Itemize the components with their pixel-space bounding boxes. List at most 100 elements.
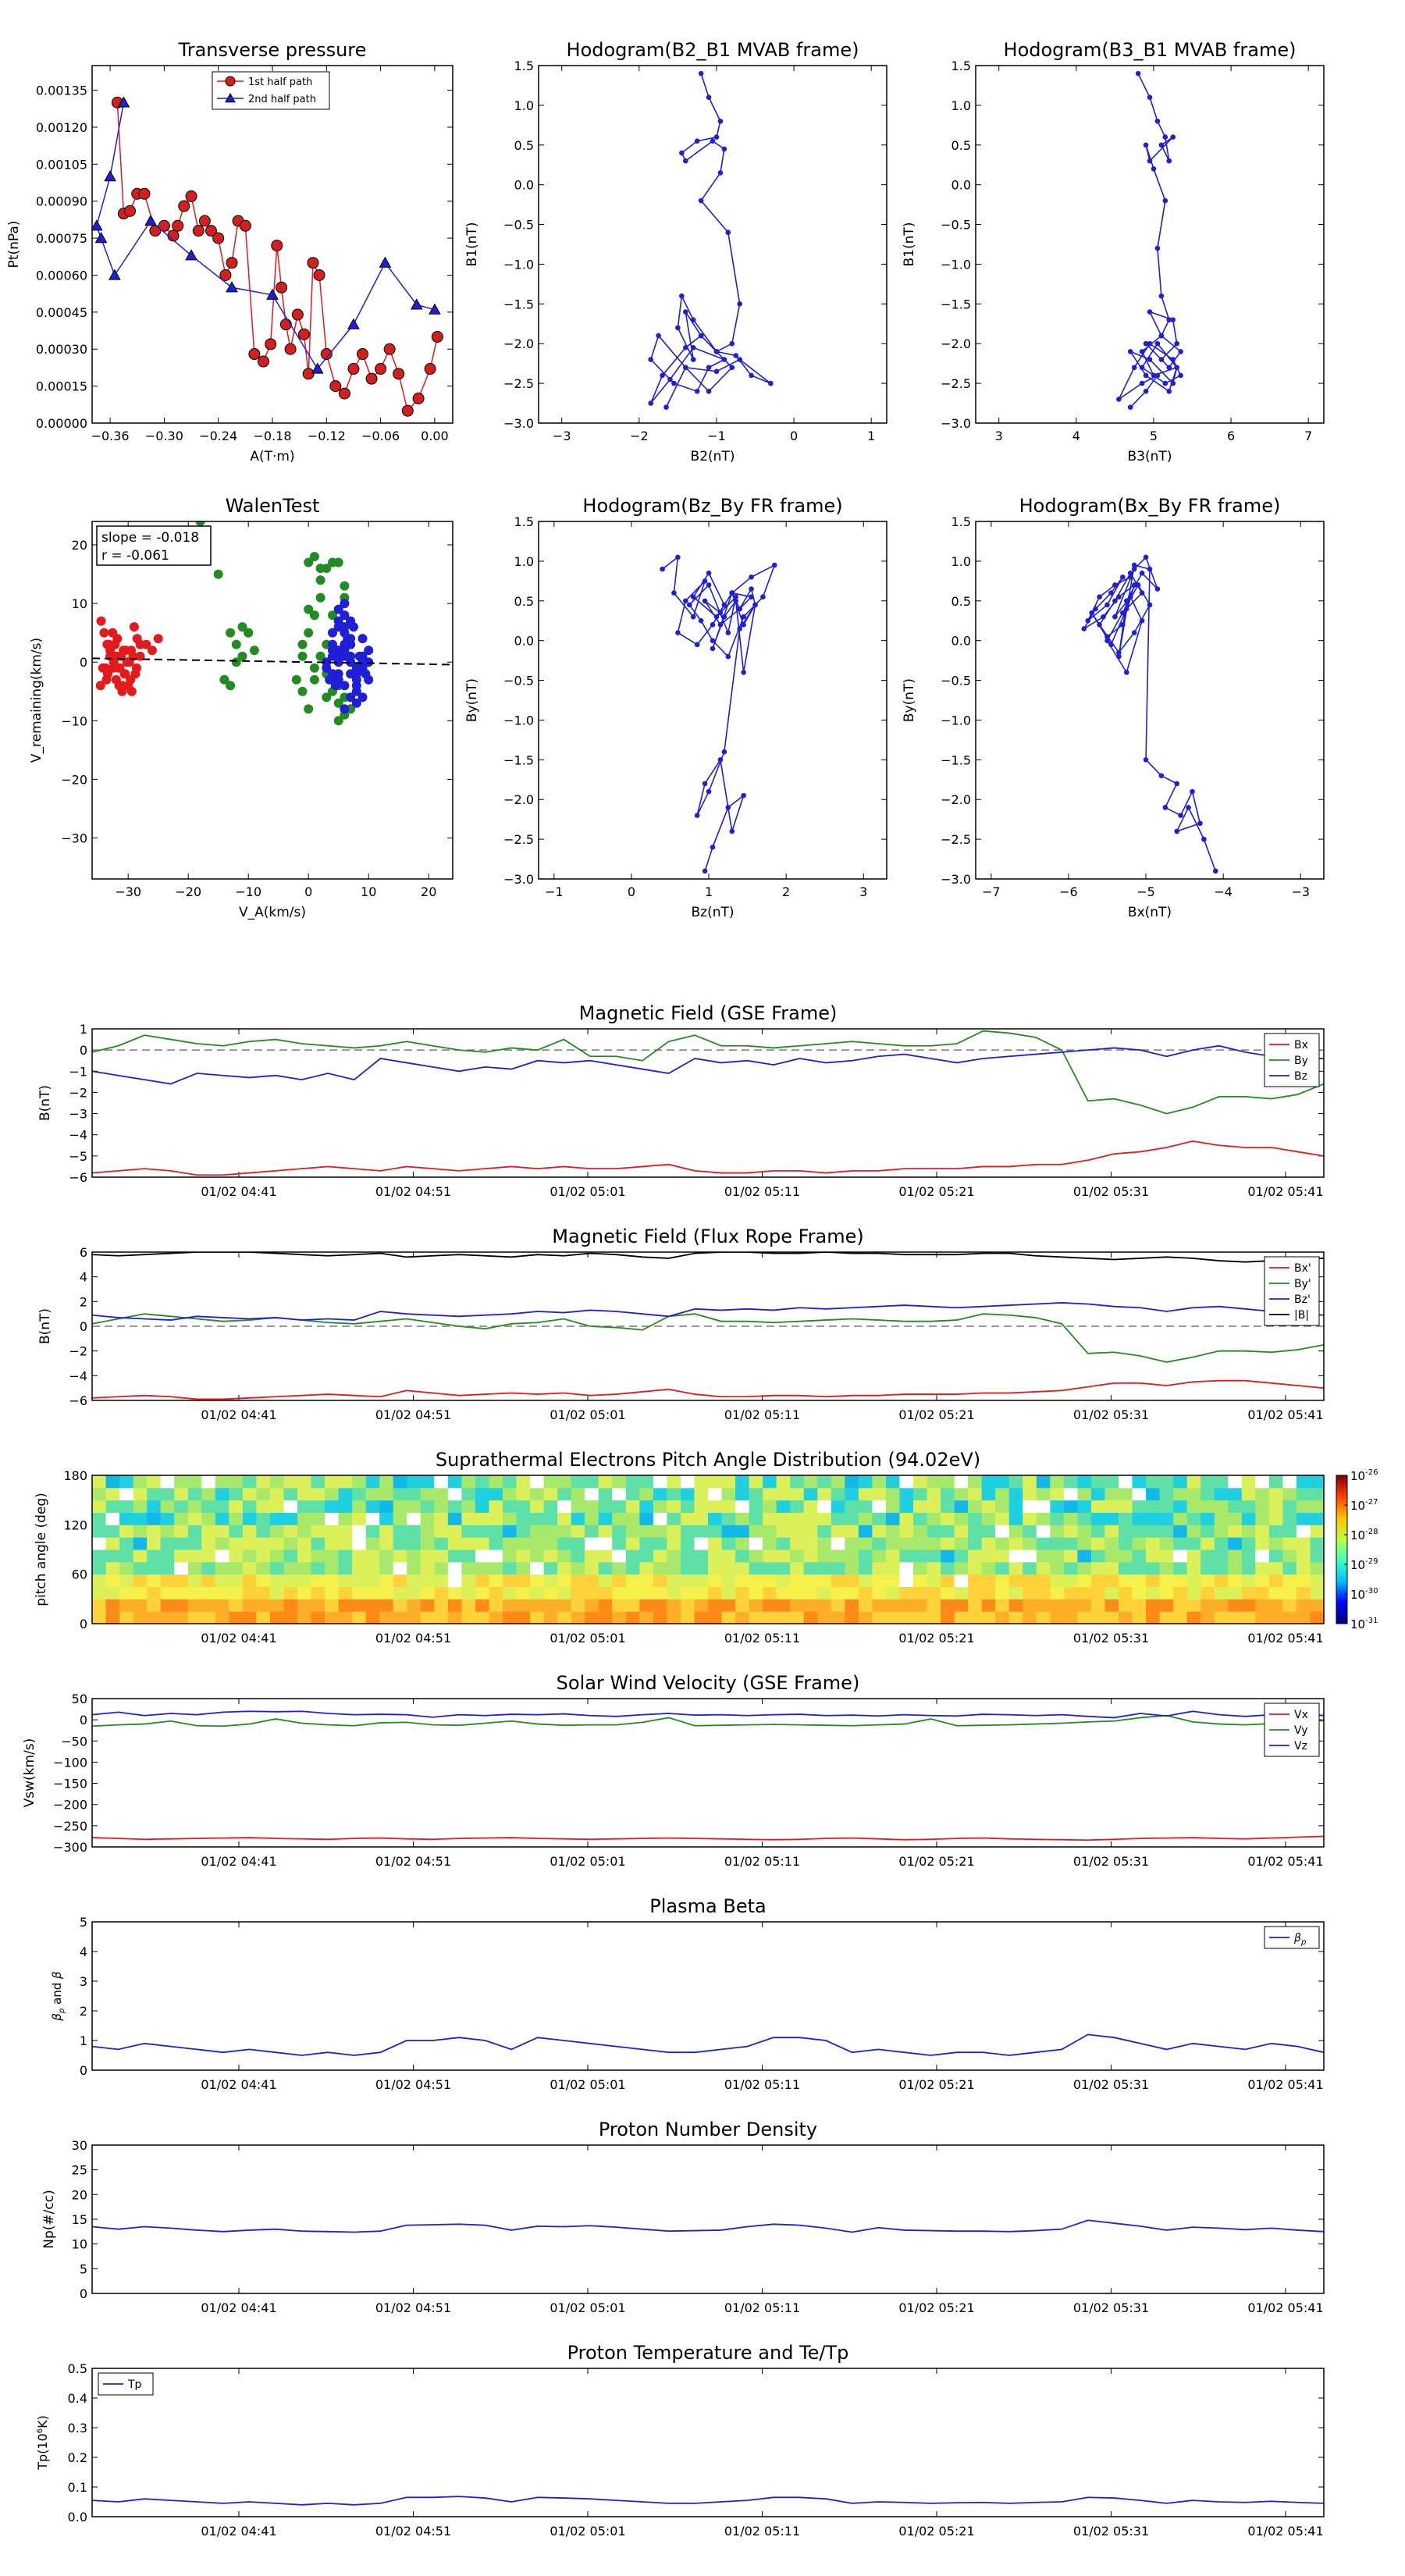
heatmap-cell: [845, 1574, 859, 1587]
heatmap-cell: [1036, 1611, 1051, 1624]
heatmap-cell: [1159, 1475, 1174, 1489]
heatmap-cell: [256, 1487, 271, 1501]
heatmap-cell: [256, 1611, 271, 1624]
heatmap-cell: [941, 1561, 955, 1575]
x-tick-label: −0.06: [361, 429, 400, 443]
data-point: [729, 340, 735, 347]
heatmap-cell: [352, 1487, 367, 1501]
heatmap-cell: [1255, 1537, 1270, 1550]
heatmap-cell: [1050, 1512, 1065, 1525]
heatmap-cell: [174, 1550, 189, 1563]
heatmap-cell: [694, 1475, 709, 1489]
heatmap-cell: [1119, 1611, 1133, 1624]
heatmap-cell: [708, 1574, 723, 1587]
x-tick-label: 01/02 05:41: [1247, 2077, 1323, 2092]
heatmap-cell: [790, 1475, 805, 1489]
heatmap-cell: [1090, 1537, 1105, 1550]
chart-temperature: Proton Temperature and Te/Tp0.00.10.20.3…: [35, 2342, 1325, 2539]
heatmap-cell: [858, 1550, 873, 1563]
data-point: [1147, 566, 1153, 572]
heatmap-cell: [1146, 1500, 1161, 1513]
data-point: [1139, 570, 1145, 576]
heatmap-cell: [269, 1512, 284, 1525]
heatmap-cell: [845, 1487, 859, 1501]
heatmap-cell: [817, 1550, 832, 1563]
heatmap-cell: [708, 1475, 723, 1489]
heatmap-cell: [133, 1537, 148, 1550]
data-point: [1174, 828, 1179, 834]
y-axis-label: Pt(nPa): [6, 221, 22, 269]
heatmap-cell: [845, 1500, 859, 1513]
heatmap-cell: [1310, 1599, 1324, 1612]
heatmap-cell: [885, 1525, 900, 1538]
data-point: [297, 639, 308, 649]
plot-area: [648, 70, 774, 410]
heatmap-cell: [365, 1561, 380, 1575]
heatmap-cell: [803, 1537, 818, 1550]
heatmap-cell: [229, 1586, 244, 1599]
heatmap-cell: [1023, 1599, 1037, 1612]
heatmap-cell: [667, 1525, 681, 1538]
heatmap-cell: [160, 1537, 175, 1550]
heatmap-cell: [968, 1574, 983, 1587]
heatmap-cell: [352, 1475, 367, 1489]
data-point: [315, 651, 325, 661]
heatmap-cell: [1023, 1512, 1037, 1525]
heatmap-cell: [1296, 1512, 1311, 1525]
data-point: [1143, 554, 1149, 560]
heatmap-cell: [1159, 1574, 1174, 1587]
data-point: [1104, 602, 1110, 608]
heatmap-cell: [365, 1586, 380, 1599]
y-tick-label: −0.5: [503, 674, 534, 688]
data-point: [104, 170, 116, 182]
heatmap-cell: [1186, 1574, 1201, 1587]
heatmap-cell: [653, 1550, 667, 1563]
heatmap-cell: [420, 1561, 435, 1575]
y-tick-label: −1.0: [941, 257, 971, 272]
data-point: [741, 622, 746, 628]
data-point: [1147, 158, 1153, 164]
heatmap-cell: [817, 1512, 832, 1525]
heatmap-cell: [489, 1487, 503, 1501]
heatmap-cell: [1200, 1611, 1215, 1624]
heatmap-cell: [1310, 1525, 1324, 1538]
x-tick-label: −0.30: [145, 429, 183, 443]
heatmap-cell: [1146, 1574, 1161, 1587]
heatmap-cell: [1282, 1500, 1297, 1513]
heatmap-cell: [667, 1537, 681, 1550]
data-point: [725, 630, 731, 635]
data-point: [671, 590, 677, 596]
heatmap-cell: [763, 1561, 777, 1575]
heatmap-cell: [694, 1500, 709, 1513]
data-point: [1197, 820, 1203, 827]
heatmap-cell: [215, 1487, 229, 1501]
x-tick-label: 01/02 05:11: [724, 2300, 800, 2315]
heatmap-cell: [995, 1574, 1010, 1587]
data-point: [94, 232, 108, 244]
heatmap-cell: [1255, 1561, 1270, 1575]
data-point: [706, 582, 712, 588]
heatmap-cell: [201, 1525, 216, 1538]
heatmap-cell: [393, 1561, 407, 1575]
heatmap-cell: [1186, 1500, 1201, 1513]
heatmap-cell: [201, 1537, 216, 1550]
heatmap-cell: [229, 1475, 244, 1489]
x-tick-label: 01/02 04:51: [375, 2524, 451, 2539]
heatmap-cell: [927, 1611, 941, 1624]
heatmap-cell: [365, 1611, 380, 1624]
heatmap-cell: [269, 1525, 284, 1538]
heatmap-cell: [1077, 1475, 1092, 1489]
y-tick-label: −4: [69, 1368, 87, 1383]
heatmap-cell: [653, 1537, 667, 1550]
heatmap-cell: [995, 1561, 1010, 1575]
heatmap-cell: [1255, 1599, 1270, 1612]
y-axis-label: βp and β: [50, 1971, 66, 2022]
heatmap-cell: [215, 1611, 229, 1624]
heatmap-cell: [503, 1537, 518, 1550]
heatmap-cell: [968, 1550, 983, 1563]
heatmap-cell: [352, 1525, 367, 1538]
data-point: [1147, 309, 1153, 315]
heatmap-cell: [311, 1611, 325, 1624]
x-tick-label: −1: [707, 429, 726, 443]
